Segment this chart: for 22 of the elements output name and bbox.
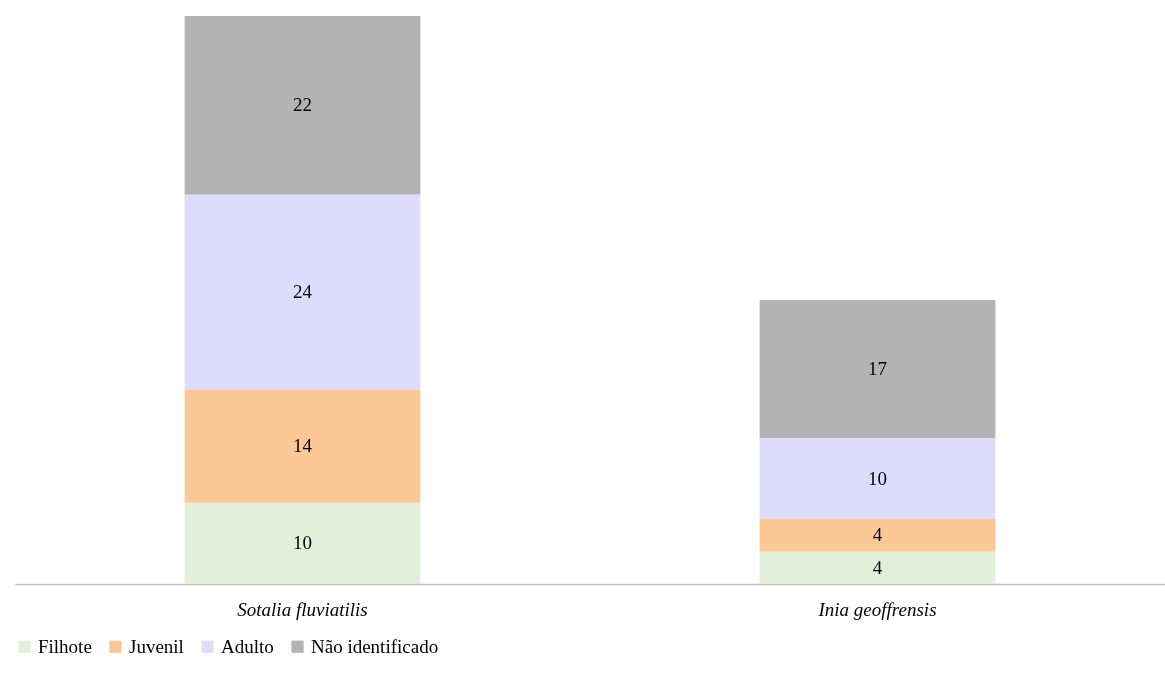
- data-label: 24: [293, 280, 313, 302]
- bar: [759, 551, 996, 584]
- legend-label: Filhote: [38, 635, 92, 657]
- data-label: 10: [868, 467, 887, 489]
- bar: [759, 437, 996, 520]
- legend-label: Adulto: [221, 635, 274, 657]
- bar: [184, 194, 421, 390]
- data-label: 14: [293, 435, 313, 457]
- bar: [759, 300, 996, 438]
- data-label: 4: [872, 556, 883, 578]
- legend-label: Não identificado: [311, 635, 439, 657]
- x-tick-label: Inia geoffrensis: [817, 598, 937, 620]
- bar: [184, 502, 421, 584]
- bar: [184, 16, 421, 195]
- legend-label: Juvenil: [129, 635, 184, 657]
- data-label: 10: [293, 532, 312, 554]
- data-label: 4: [872, 524, 883, 546]
- data-label: 22: [293, 94, 312, 116]
- bar: [759, 519, 996, 552]
- bar: [184, 389, 421, 503]
- data-label: 17: [868, 357, 887, 379]
- x-tick-label: Sotalia fluviatilis: [237, 598, 368, 620]
